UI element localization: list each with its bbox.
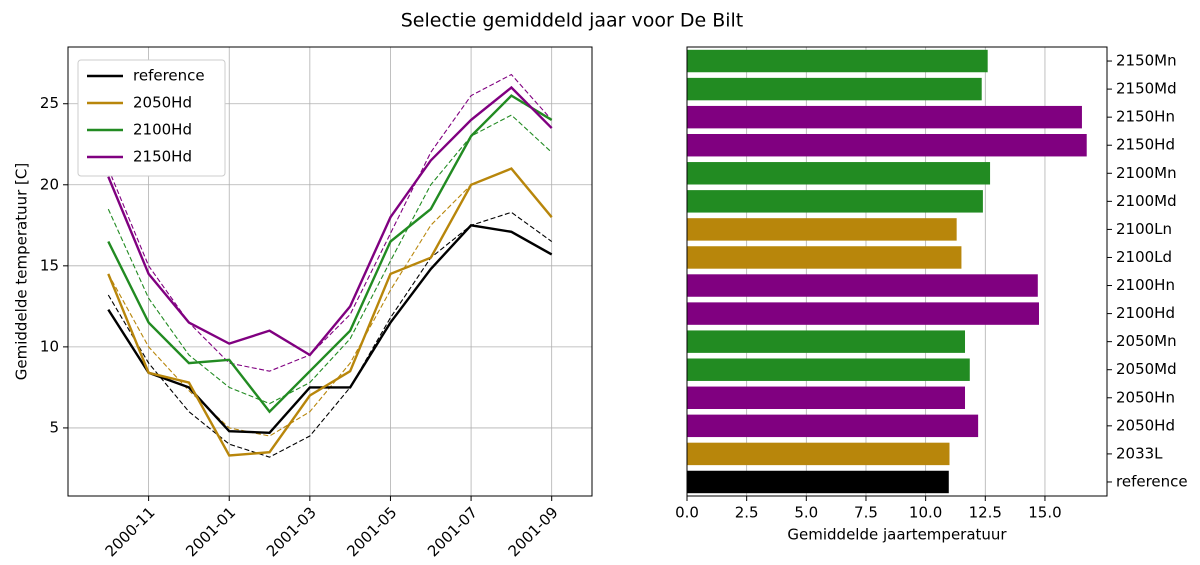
x-tick-label: 2001-05 xyxy=(343,503,400,560)
y-tick-label: 2033L xyxy=(1116,444,1163,462)
bar xyxy=(687,330,966,353)
bar xyxy=(687,77,982,101)
bar xyxy=(687,218,957,241)
y-tick-label: 2100Hd xyxy=(1116,304,1175,322)
y-tick-label: 2150Mn xyxy=(1116,52,1177,70)
figure-title: Selectie gemiddeld jaar voor De Bilt xyxy=(401,10,744,32)
bar xyxy=(687,442,950,466)
bar xyxy=(687,470,949,494)
legend-box xyxy=(77,59,226,177)
x-tick-label: 2001-09 xyxy=(505,503,562,560)
plot-frame xyxy=(686,46,1108,497)
legend-label: 2150Hd xyxy=(133,148,192,166)
y-tick-label: 2050Mn xyxy=(1116,332,1177,350)
x-tick-label: 15.0 xyxy=(1028,504,1061,522)
y-tick-label: 2100Md xyxy=(1116,192,1177,210)
legend-label: 2050Hd xyxy=(133,94,192,112)
bar xyxy=(687,386,966,410)
plot-frame xyxy=(67,46,593,497)
legend-label: 2100Hd xyxy=(133,121,192,139)
y-tick-label: 2100Hn xyxy=(1116,276,1175,294)
series-line xyxy=(107,94,553,414)
x-tick-label: 0.0 xyxy=(675,504,699,522)
trend-line xyxy=(107,211,553,458)
y-tick-label: 2100Ld xyxy=(1116,248,1172,266)
y-tick-label: 2100Mn xyxy=(1116,164,1177,182)
y-tick-label: 25 xyxy=(40,94,59,112)
y-tick-label: 2050Hn xyxy=(1116,388,1175,406)
bar xyxy=(687,246,962,269)
y-tick-label: 2150Hn xyxy=(1116,108,1175,126)
y-tick-label: 10 xyxy=(40,337,59,355)
x-tick-label: 10.0 xyxy=(909,504,942,522)
trend-line xyxy=(107,73,553,372)
series-line xyxy=(107,224,553,435)
bar xyxy=(687,49,988,73)
bar xyxy=(687,190,983,213)
series-line xyxy=(107,167,553,457)
bar xyxy=(687,105,1082,129)
x-tick-label: 2001-07 xyxy=(424,503,481,560)
x-tick-label: 2001-03 xyxy=(263,503,320,560)
y-tick-label: 2050Hd xyxy=(1116,416,1175,434)
x-tick-label: 2.5 xyxy=(735,504,759,522)
x-tick-label: 12.5 xyxy=(969,504,1002,522)
y-tick-label: 15 xyxy=(40,256,59,274)
y-tick-label: 2150Md xyxy=(1116,80,1177,98)
y-tick-label: 20 xyxy=(40,175,59,193)
x-tick-label: 2000-11 xyxy=(102,503,159,560)
y-tick-label: 2150Hd xyxy=(1116,136,1175,154)
x-tick-label: 7.5 xyxy=(854,504,878,522)
y-tick-label: 2050Md xyxy=(1116,360,1177,378)
bar xyxy=(687,162,991,185)
series-line xyxy=(107,85,553,357)
x-tick-label: 2001-01 xyxy=(182,503,239,560)
bar xyxy=(687,358,970,381)
bar xyxy=(687,414,979,438)
bar xyxy=(687,302,1039,325)
x-tick-label: 5.0 xyxy=(794,504,818,522)
y-axis-label: Gemiddelde temperatuur [C] xyxy=(13,163,31,380)
legend-label: reference xyxy=(133,67,205,85)
y-tick-label: 2100Ln xyxy=(1116,220,1172,238)
x-axis-label: Gemiddelde jaartemperatuur xyxy=(787,526,1007,544)
y-tick-label: 5 xyxy=(49,418,59,436)
bar xyxy=(687,133,1087,157)
trend-line xyxy=(107,114,553,405)
bar xyxy=(687,274,1038,297)
y-tick-label: reference xyxy=(1116,472,1188,490)
